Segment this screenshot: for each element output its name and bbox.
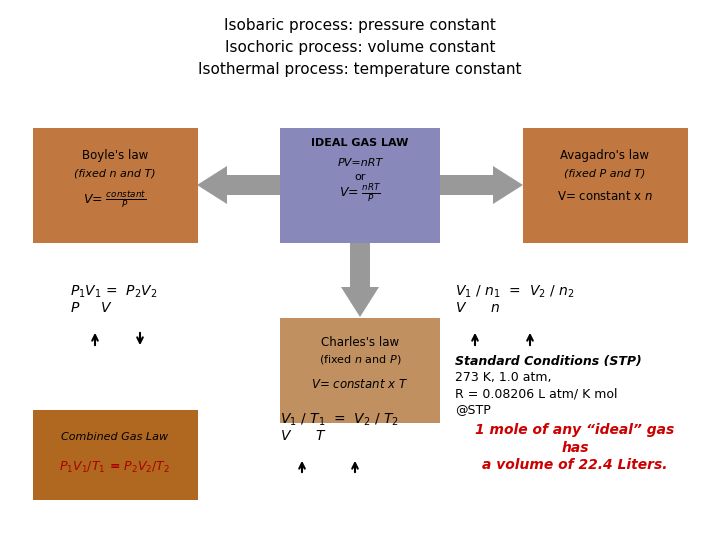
Text: $\it{V}$      $\it{T}$: $\it{V}$ $\it{T}$	[280, 429, 328, 443]
Text: PV=nRT: PV=nRT	[338, 158, 382, 168]
Text: has: has	[562, 441, 589, 455]
Text: IDEAL GAS LAW: IDEAL GAS LAW	[311, 138, 409, 148]
Text: @STP: @STP	[455, 403, 491, 416]
Text: Standard Conditions (STP): Standard Conditions (STP)	[455, 355, 642, 368]
Text: R = 0.08206 L atm/ K mol: R = 0.08206 L atm/ K mol	[455, 388, 618, 401]
Text: 1 mole of any “ideal” gas: 1 mole of any “ideal” gas	[475, 423, 675, 437]
Text: Avagadro's law: Avagadro's law	[560, 148, 649, 161]
Bar	[280, 127, 440, 242]
Polygon shape	[341, 242, 379, 317]
Text: Charles's law: Charles's law	[321, 335, 399, 348]
Text: $\it{V_1}$ / $\it{T_1}$  =  $\it{V_2}$ / $\it{T_2}$: $\it{V_1}$ / $\it{T_1}$ = $\it{V_2}$ / $…	[280, 412, 399, 428]
Bar	[280, 318, 440, 422]
Text: Isochoric process: volume constant: Isochoric process: volume constant	[225, 40, 495, 55]
Text: V= constant x $\it{n}$: V= constant x $\it{n}$	[557, 191, 653, 204]
Text: Boyle's law: Boyle's law	[82, 148, 148, 161]
Polygon shape	[197, 166, 280, 204]
Polygon shape	[440, 166, 523, 204]
Text: Isothermal process: temperature constant: Isothermal process: temperature constant	[198, 62, 522, 77]
Bar	[523, 127, 688, 242]
Bar	[32, 127, 197, 242]
Text: (fixed P and T): (fixed P and T)	[564, 168, 646, 178]
Text: (fixed n and T): (fixed n and T)	[74, 168, 156, 178]
Text: $\it{P_1}$$\it{V_1}$ =  $\it{P_2}$$\it{V_2}$: $\it{P_1}$$\it{V_1}$ = $\it{P_2}$$\it{V_…	[70, 284, 158, 300]
Text: $\it{P_1V_1/T_1}$ = $\it{P_2V_2/T_2}$: $\it{P_1V_1/T_1}$ = $\it{P_2V_2/T_2}$	[59, 460, 171, 475]
Text: V= constant x $\it{T}$: V= constant x $\it{T}$	[312, 379, 408, 392]
Text: Combined Gas Law: Combined Gas Law	[61, 432, 168, 442]
Text: a volume of 22.4 Liters.: a volume of 22.4 Liters.	[482, 458, 667, 472]
Text: 273 K, 1.0 atm,: 273 K, 1.0 atm,	[455, 372, 552, 384]
Text: V= $\frac{nRT}{P}$: V= $\frac{nRT}{P}$	[338, 182, 382, 204]
Text: $\it{V_1}$ / $\it{n_1}$  =  $\it{V_2}$ / $\it{n_2}$: $\it{V_1}$ / $\it{n_1}$ = $\it{V_2}$ / $…	[455, 284, 575, 300]
Bar	[32, 410, 197, 500]
Text: Isobaric process: pressure constant: Isobaric process: pressure constant	[224, 18, 496, 33]
Text: V= $\frac{constant}{P}$: V= $\frac{constant}{P}$	[84, 190, 147, 211]
Text: $\it{P}$     $\it{V}$: $\it{P}$ $\it{V}$	[70, 301, 113, 315]
Text: (fixed $\it{n}$ and $\it{P}$): (fixed $\it{n}$ and $\it{P}$)	[319, 354, 401, 367]
Text: or: or	[354, 172, 366, 182]
Text: $\it{V}$      $\it{n}$: $\it{V}$ $\it{n}$	[455, 301, 501, 315]
